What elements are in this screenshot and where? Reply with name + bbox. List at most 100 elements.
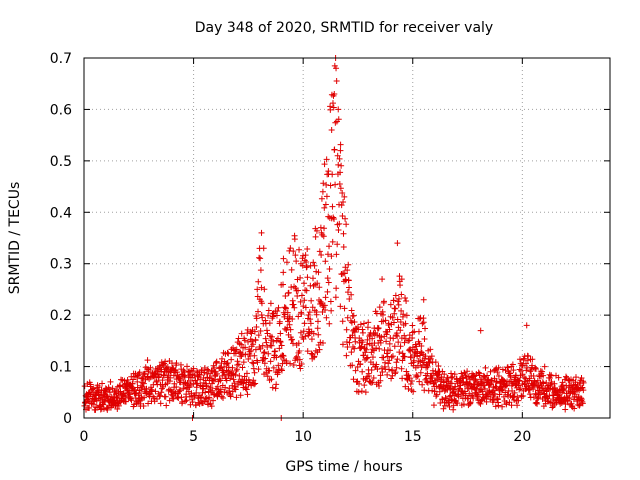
data-point — [341, 193, 348, 200]
data-point — [323, 181, 330, 188]
data-point — [333, 78, 340, 85]
data-point — [236, 348, 243, 355]
data-point — [403, 298, 410, 305]
data-point — [366, 372, 373, 379]
data-point — [338, 202, 345, 209]
data-point — [125, 379, 132, 386]
data-point — [175, 394, 182, 401]
data-point — [304, 348, 311, 355]
data-point — [266, 367, 273, 374]
data-point — [323, 314, 330, 321]
data-point — [326, 243, 333, 250]
data-point — [343, 338, 350, 345]
data-point — [232, 371, 239, 378]
data-point — [136, 387, 143, 394]
data-point — [304, 246, 311, 253]
data-point — [350, 376, 357, 383]
data-point — [356, 380, 363, 387]
data-point — [339, 318, 346, 325]
data-point — [523, 322, 530, 329]
data-point — [160, 361, 167, 368]
data-point — [394, 333, 401, 340]
data-point — [338, 162, 345, 169]
data-point — [498, 385, 505, 392]
data-point — [393, 359, 400, 366]
data-point — [472, 376, 479, 383]
data-point — [149, 387, 156, 394]
data-point — [388, 354, 395, 361]
data-point — [288, 266, 295, 273]
data-point — [334, 241, 341, 248]
data-point — [430, 402, 437, 409]
data-point — [223, 377, 230, 384]
data-point — [210, 397, 217, 404]
data-point — [396, 349, 403, 356]
data-point — [507, 372, 514, 379]
data-point — [293, 353, 300, 360]
data-point — [451, 371, 458, 378]
y-tick-label: 0.7 — [50, 51, 72, 67]
data-point — [450, 406, 457, 413]
data-point — [303, 263, 310, 270]
data-point — [395, 295, 402, 302]
data-point — [151, 395, 158, 402]
data-point — [527, 368, 534, 375]
data-point — [369, 335, 376, 342]
data-point — [481, 373, 488, 380]
data-point — [262, 320, 269, 327]
data-point — [578, 375, 585, 382]
data-point — [540, 372, 547, 379]
data-point — [369, 354, 376, 361]
data-point — [224, 360, 231, 367]
data-point — [322, 201, 329, 208]
data-point — [420, 319, 427, 326]
data-point — [405, 337, 412, 344]
data-point — [337, 185, 344, 192]
data-point — [303, 287, 310, 294]
data-point — [304, 274, 311, 281]
data-point — [313, 227, 320, 234]
data-point — [364, 354, 371, 361]
data-point — [257, 267, 264, 274]
data-point — [303, 259, 310, 266]
data-point — [291, 236, 298, 243]
data-point — [363, 355, 370, 362]
data-point — [464, 395, 471, 402]
data-point — [287, 326, 294, 333]
data-point — [90, 385, 97, 392]
data-point — [316, 346, 323, 353]
data-point — [258, 311, 265, 318]
data-point — [250, 341, 257, 348]
data-point — [191, 372, 198, 379]
data-point — [344, 314, 351, 321]
data-point — [267, 358, 274, 365]
data-point — [448, 380, 455, 387]
data-point — [386, 326, 393, 333]
data-point — [441, 387, 448, 394]
data-point — [237, 392, 244, 399]
data-point — [177, 387, 184, 394]
data-point — [459, 373, 466, 380]
data-point — [97, 406, 104, 413]
data-point — [499, 366, 506, 373]
data-point — [402, 295, 409, 302]
data-point — [257, 345, 264, 352]
data-point — [159, 377, 166, 384]
data-point — [318, 252, 325, 259]
data-point — [317, 224, 324, 231]
data-point — [310, 330, 317, 337]
y-tick-labels: 0 0.1 0.2 0.3 0.4 0.5 0.6 0.7 — [50, 51, 72, 427]
data-point — [359, 326, 366, 333]
data-point — [477, 327, 484, 334]
data-point — [320, 233, 327, 240]
data-point — [421, 336, 428, 343]
data-point — [243, 370, 250, 377]
data-point — [232, 386, 239, 393]
data-point — [316, 248, 323, 255]
data-point — [332, 294, 339, 301]
data-point — [89, 386, 96, 393]
data-point — [140, 403, 147, 410]
data-point — [529, 356, 536, 363]
data-point — [136, 369, 143, 376]
data-point — [408, 377, 415, 384]
